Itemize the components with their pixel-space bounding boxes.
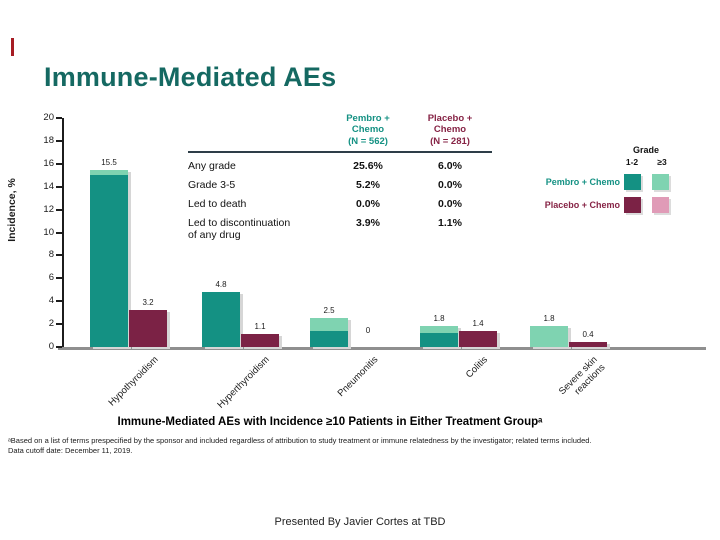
table-header-pembro: Pembro + Chemo (N = 562) bbox=[346, 113, 390, 147]
table-cell-pembro: 0.0% bbox=[356, 198, 380, 211]
y-axis-tick-label: 18 bbox=[43, 134, 54, 146]
bar-pembro-chemo-hyperthyroidism bbox=[202, 292, 240, 347]
bar-segment-grade-3plus bbox=[420, 326, 458, 334]
y-axis-tick-label: 0 bbox=[48, 341, 54, 352]
bar-segment-grade-3plus bbox=[90, 169, 128, 176]
y-axis-tick-mark bbox=[56, 254, 62, 257]
y-axis-tick-mark bbox=[56, 300, 62, 303]
y-axis-tick-mark bbox=[56, 323, 62, 326]
table-header-placebo: Placebo + Chemo (N = 281) bbox=[427, 113, 473, 147]
chart-legend: Grade 1-2 ≥3 Pembro + Chemo Placebo + Ch… bbox=[540, 145, 690, 225]
y-axis-tick-mark bbox=[56, 346, 62, 348]
presented-by: Presented By Javier Cortes at TBD bbox=[274, 516, 446, 528]
bar-pembro-chemo-colitis bbox=[420, 326, 458, 347]
bar-value-label: 1.1 bbox=[254, 322, 266, 332]
legend-swatch-placebo-grade12 bbox=[624, 197, 641, 213]
table-cell-placebo: 0.0% bbox=[438, 179, 462, 192]
footnote-prespecified: ᵃBased on a list of terms prespecified b… bbox=[8, 436, 592, 445]
y-axis-tick-label: 14 bbox=[43, 180, 54, 192]
y-axis-tick-mark bbox=[56, 208, 62, 211]
y-axis-tick-label: 8 bbox=[48, 249, 54, 261]
red-accent-mark bbox=[11, 38, 14, 56]
table-corner-cell bbox=[188, 113, 328, 115]
bar-segment-grade-1-2 bbox=[90, 175, 128, 347]
bar-segment-grade-1-2 bbox=[202, 292, 240, 347]
y-axis-tick-label: 20 bbox=[43, 112, 54, 123]
bar-pembro-chemo-pneumonitis bbox=[310, 318, 348, 347]
bar-segment-grade-1-2 bbox=[459, 330, 497, 347]
bar-segment-grade-3plus bbox=[530, 326, 568, 347]
bar-placebo-chemo-hypothyroidism bbox=[129, 310, 167, 347]
bar-placebo-chemo-severe-skin-reactions bbox=[569, 342, 607, 347]
table-cell-pembro: 25.6% bbox=[353, 160, 383, 173]
table-cell-placebo: 0.0% bbox=[438, 198, 462, 211]
bar-value-label: 15.5 bbox=[101, 157, 117, 167]
y-axis-tick-mark bbox=[56, 117, 62, 119]
table-row-label: Led to death bbox=[188, 198, 247, 211]
legend-swatch-placebo-grade3plus bbox=[652, 197, 669, 213]
y-axis-tick-label: 2 bbox=[48, 318, 54, 330]
table-row-label: Led to discontinuation of any drug bbox=[188, 217, 291, 242]
bar-value-label: 1.4 bbox=[472, 318, 484, 328]
legend-swatch-pembro-grade12 bbox=[624, 174, 641, 190]
table-header-rule bbox=[188, 151, 492, 154]
table-cell-pembro: 5.2% bbox=[356, 179, 380, 192]
legend-swatch-pembro-grade3plus bbox=[652, 174, 669, 190]
y-axis-tick-mark bbox=[56, 185, 62, 188]
y-axis-tick-label: 10 bbox=[43, 226, 54, 238]
x-axis-line bbox=[58, 347, 706, 350]
bar-pembro-chemo-hypothyroidism bbox=[90, 169, 128, 347]
bar-segment-grade-1-2 bbox=[241, 334, 279, 347]
y-axis-tick-label: 12 bbox=[43, 203, 54, 215]
y-axis-tick-mark bbox=[56, 162, 62, 165]
y-axis-tick-mark bbox=[56, 231, 62, 234]
bar-placebo-chemo-hyperthyroidism bbox=[241, 334, 279, 347]
bar-segment-grade-3plus bbox=[310, 318, 348, 331]
bar-value-label: 1.8 bbox=[543, 314, 555, 324]
x-axis-label-anchor: Severe skin reactions bbox=[433, 354, 608, 397]
table-row-label: Any grade bbox=[188, 160, 236, 173]
table-row-label: Grade 3-5 bbox=[188, 179, 236, 192]
slide-title: Immune-Mediated AEs bbox=[44, 62, 337, 92]
bar-value-label: 1.8 bbox=[433, 314, 445, 324]
legend-label-pembro: Pembro + Chemo bbox=[545, 177, 620, 187]
legend-label-placebo: Placebo + Chemo bbox=[544, 200, 620, 210]
x-axis-label: Severe skin reactions bbox=[557, 354, 608, 398]
chart-caption: Immune-Mediated AEs with Incidence ≥10 P… bbox=[117, 416, 543, 428]
bar-value-label: 0 bbox=[365, 326, 371, 335]
legend-grade-header: Grade bbox=[632, 145, 659, 155]
y-axis-tick-label: 4 bbox=[48, 295, 54, 307]
bar-segment-grade-1-2 bbox=[569, 342, 607, 347]
bar-placebo-chemo-colitis bbox=[459, 330, 497, 347]
y-axis-title: Incidence, % bbox=[6, 178, 18, 242]
bar-value-label: 3.2 bbox=[142, 298, 154, 308]
table-cell-placebo: 6.0% bbox=[438, 160, 462, 173]
y-axis-tick-mark bbox=[56, 139, 62, 142]
bar-segment-grade-1-2 bbox=[310, 330, 348, 347]
table-cell-pembro: 3.9% bbox=[356, 217, 380, 230]
legend-col-grade-1-2: 1-2 bbox=[625, 157, 639, 167]
y-axis-tick-label: 16 bbox=[43, 157, 54, 169]
bar-value-label: 0.4 bbox=[582, 330, 594, 340]
y-axis-tick-label: 6 bbox=[48, 272, 54, 284]
bar-segment-grade-1-2 bbox=[420, 333, 458, 347]
y-axis-tick-mark bbox=[56, 277, 62, 280]
ae-summary-table: Pembro + Chemo (N = 562) Placebo + Chemo… bbox=[188, 113, 492, 244]
bar-value-label: 2.5 bbox=[323, 306, 335, 316]
legend-col-grade-3plus: ≥3 bbox=[657, 157, 667, 167]
footnote-data-cutoff: Data cutoff date: December 11, 2019. bbox=[8, 446, 133, 455]
bar-pembro-chemo-severe-skin-reactions bbox=[530, 326, 568, 347]
bar-segment-grade-1-2 bbox=[129, 310, 167, 347]
bar-value-label: 4.8 bbox=[215, 280, 227, 290]
table-cell-placebo: 1.1% bbox=[438, 217, 462, 230]
bar-chart: Incidence, % 0 2 4 6 8 10 12 14 16 18 20 15.5 3.2 4.… bbox=[6, 112, 706, 411]
